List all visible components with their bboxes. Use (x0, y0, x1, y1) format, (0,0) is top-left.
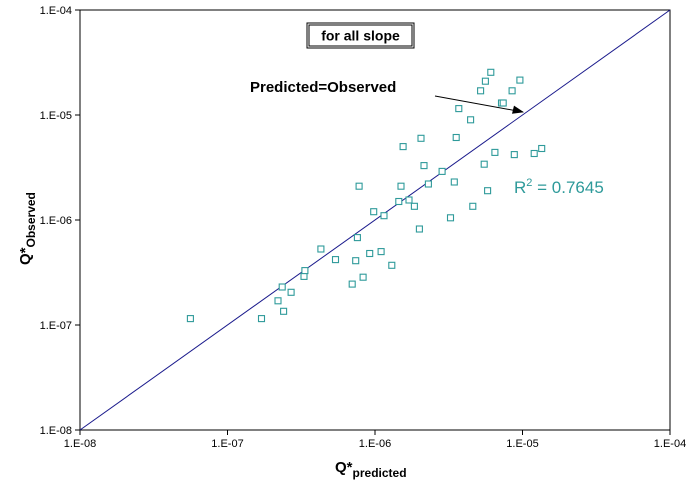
y-tick-label: 1.E-07 (40, 320, 72, 332)
data-point (353, 234, 361, 242)
x-axis: 1.E-08 1.E-07 1.E-06 1.E-05 1.E-04 (64, 430, 686, 450)
data-point (452, 133, 460, 142)
data-points (186, 68, 546, 323)
data-point (420, 162, 428, 170)
data-point (370, 208, 378, 216)
annotation-arrow-line (434, 95, 524, 113)
data-point (469, 202, 477, 210)
y-axis-title-sub: Observed (24, 192, 38, 247)
r-squared-exponent: 2 (526, 177, 532, 189)
x-tick-label: 1.E-08 (64, 438, 96, 450)
data-point (257, 315, 266, 323)
data-point (331, 256, 340, 264)
r-squared-label: R2 = 0.7645 (514, 177, 604, 197)
data-point (480, 160, 488, 168)
x-tick-label: 1.E-07 (211, 438, 243, 450)
data-point (467, 116, 475, 124)
data-point (481, 77, 489, 85)
data-point (377, 248, 385, 256)
data-point (455, 105, 463, 113)
data-point (395, 197, 403, 206)
data-point (450, 178, 458, 186)
data-point (487, 68, 495, 76)
data-point (300, 272, 308, 280)
reference-line (79, 9, 671, 431)
data-point (415, 225, 423, 233)
data-point (477, 87, 485, 95)
y-tick-label: 1.E-06 (40, 215, 72, 227)
r-squared-base: R (514, 178, 526, 197)
x-tick-label: 1.E-06 (359, 438, 391, 450)
x-tick-label: 1.E-05 (506, 438, 538, 450)
r-squared-value: = 0.7645 (532, 178, 603, 197)
data-point (491, 148, 499, 156)
data-point (278, 283, 286, 291)
data-point (530, 149, 538, 158)
data-point (380, 212, 388, 220)
y-axis-title-main: Q* (17, 247, 34, 265)
x-tick-label: 1.E-04 (654, 438, 686, 450)
data-point (301, 267, 309, 275)
data-point (280, 307, 288, 315)
data-point (424, 180, 432, 188)
x-axis-title: Q*predicted (335, 459, 407, 480)
data-point (397, 182, 405, 190)
data-point (352, 257, 360, 265)
data-point (388, 261, 396, 269)
data-point (348, 280, 356, 288)
legend-label: for all slope (321, 28, 400, 44)
data-point (186, 315, 194, 323)
x-axis-title-sub: predicted (353, 466, 407, 480)
legend-frame-inner (308, 24, 413, 47)
data-point (538, 144, 546, 153)
x-axis-title-main: Q* (335, 459, 353, 476)
y-axis-title: Q*Observed (17, 192, 38, 265)
data-point (366, 249, 374, 258)
y-tick-label: 1.E-04 (40, 5, 72, 17)
legend-frame (306, 22, 415, 49)
data-point (274, 297, 282, 305)
annotation-arrowhead (512, 105, 524, 114)
data-point (359, 273, 367, 281)
data-point (410, 202, 418, 210)
y-tick-label: 1.E-08 (40, 425, 72, 437)
data-point (417, 134, 425, 142)
data-point (399, 143, 407, 151)
data-point (499, 99, 507, 107)
data-point (484, 187, 492, 195)
data-point (405, 196, 413, 204)
annotation: Predicted=Observed (250, 79, 524, 114)
data-point (438, 167, 446, 175)
data-point (446, 214, 455, 222)
legend-box: for all slope (306, 22, 415, 49)
data-point (516, 76, 524, 84)
data-point (355, 182, 363, 190)
y-axis: 1.E-08 1.E-07 1.E-06 1.E-05 1.E-04 (40, 5, 80, 437)
data-point (508, 87, 516, 95)
y-tick-label: 1.E-05 (40, 110, 72, 122)
data-point (287, 288, 295, 296)
annotation-label: Predicted=Observed (250, 79, 396, 96)
data-point (510, 151, 518, 159)
data-point (317, 245, 325, 253)
